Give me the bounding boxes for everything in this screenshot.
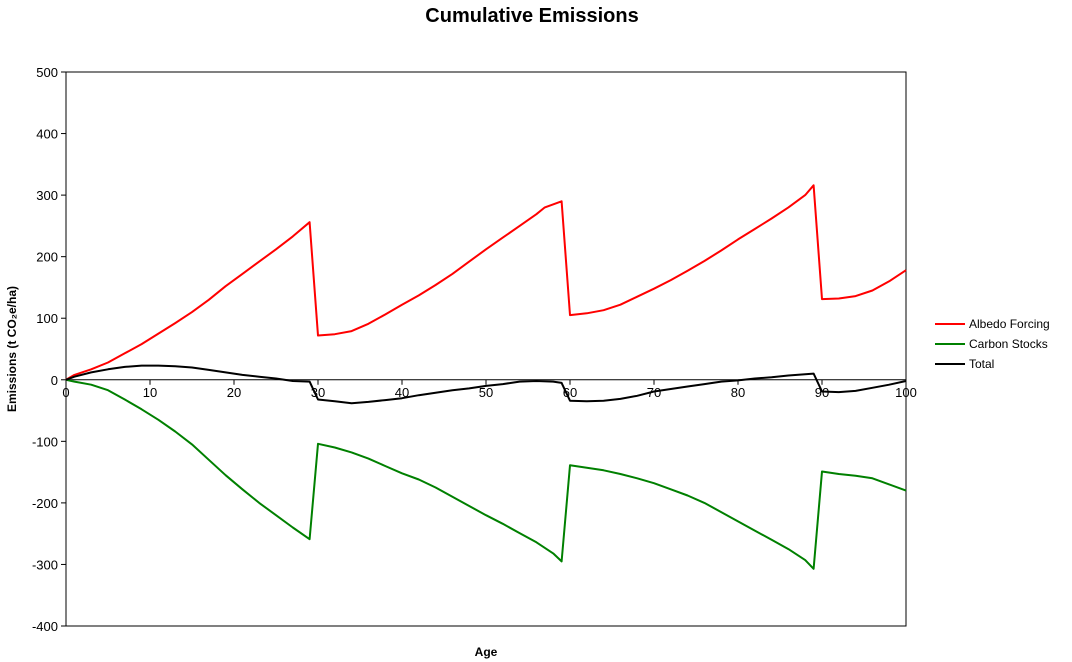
y-tick-label: -100 — [32, 434, 58, 449]
x-tick-label: 50 — [479, 385, 493, 400]
series-lines — [65, 184, 907, 570]
y-axis: 500 400 300 200 100 0 -100 -200 -300 -400 — [32, 65, 66, 634]
series-line-carbon-stocks — [65, 378, 907, 570]
x-axis: 0 10 20 30 40 50 60 70 80 90 100 — [62, 379, 917, 400]
x-tick-label: 0 — [62, 385, 69, 400]
x-tick-label: 40 — [395, 385, 409, 400]
y-tick-label: 0 — [51, 373, 58, 388]
y-axis-title: Emissions (t CO₂e/ha) — [5, 286, 19, 412]
plot-area — [65, 71, 907, 627]
legend-label: Total — [969, 357, 994, 371]
x-tick-label: 30 — [311, 385, 325, 400]
y-tick-label: 100 — [36, 311, 58, 326]
series-line-total — [65, 364, 907, 405]
y-tick-label: 500 — [36, 65, 58, 80]
x-axis-title: Age — [475, 645, 498, 659]
y-tick-label: -400 — [32, 619, 58, 634]
x-tick-label: 20 — [227, 385, 241, 400]
y-tick-label: -200 — [32, 496, 58, 511]
legend: Albedo Forcing Carbon Stocks Total — [935, 317, 1050, 371]
legend-label: Carbon Stocks — [969, 337, 1048, 351]
x-tick-label: 10 — [143, 385, 157, 400]
y-tick-label: 300 — [36, 188, 58, 203]
x-tick-label: 80 — [731, 385, 745, 400]
y-tick-label: 200 — [36, 250, 58, 265]
legend-label: Albedo Forcing — [969, 317, 1050, 331]
x-tick-label: 60 — [563, 385, 577, 400]
chart-title: Cumulative Emissions — [425, 5, 638, 27]
x-tick-label: 100 — [895, 385, 917, 400]
y-tick-label: -300 — [32, 557, 58, 572]
y-tick-label: 400 — [36, 127, 58, 142]
series-line-albedo-forcing — [65, 184, 907, 381]
